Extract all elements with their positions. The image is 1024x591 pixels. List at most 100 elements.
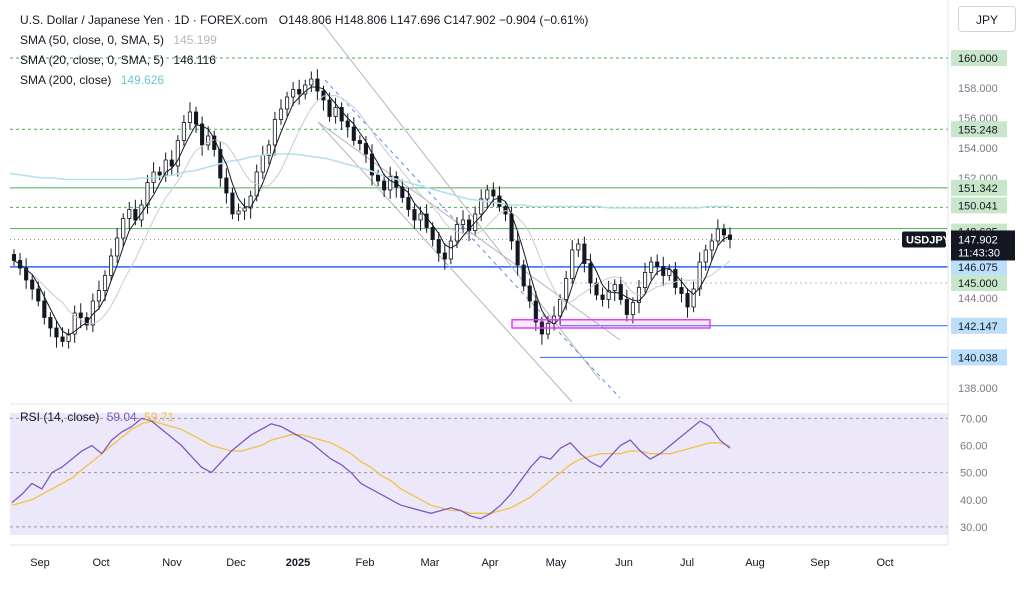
sma20-label: SMA (20, close, 0, SMA, 5) [20, 53, 165, 67]
time-tick-label: Jun [615, 557, 633, 569]
time-axis[interactable]: Sep Oct Nov Dec 2025 Feb Mar Apr May Jun Jul Aug Sep… [30, 557, 893, 569]
candle-body [727, 234, 733, 240]
candle-body [576, 243, 581, 251]
candle-body [66, 333, 71, 342]
candle-body [667, 269, 672, 276]
currency-button[interactable]: JPY [958, 6, 1016, 32]
time-tick-label: Oct [92, 557, 109, 569]
candle-body [169, 159, 174, 167]
candle-body [78, 312, 83, 318]
support-zone-box [511, 319, 711, 329]
candle-body [297, 89, 302, 95]
price-tag-bg [951, 230, 1015, 261]
price-tag-symbol: USDJPY [906, 234, 951, 246]
price-axis[interactable]: 160.000158.000156.000155.248154.000152.0… [951, 50, 1007, 395]
candle-body [303, 84, 308, 95]
candle-body [48, 317, 53, 329]
candle-body [642, 272, 648, 288]
candle-body [388, 176, 393, 191]
candle-body [121, 218, 126, 239]
price-tick-label: 144.000 [958, 293, 998, 305]
candle-body [479, 198, 484, 215]
candle-body [691, 288, 696, 308]
candle-body [400, 186, 405, 198]
sma50-row[interactable]: SMA (50, close, 0, SMA, 5) 145.199 [20, 30, 588, 50]
channel-midline [324, 79, 621, 399]
sma50-line [13, 94, 731, 325]
sma20-row[interactable]: SMA (20, close, 0, SMA, 5) 146.116 [20, 50, 588, 70]
price-label-bg [951, 179, 1007, 196]
candle-body [376, 174, 381, 182]
rsi-label: RSI (14, close) [20, 410, 100, 424]
price-tick-label: 138.000 [958, 383, 998, 395]
candle-body [327, 99, 332, 117]
candle-body [412, 209, 417, 221]
candle-body [570, 249, 575, 279]
symbol-row[interactable]: U.S. Dollar / Japanese Yen · 1D · FOREX.… [20, 10, 588, 30]
candle-body [721, 228, 726, 236]
candle-body [206, 135, 211, 146]
candle-body [224, 177, 229, 194]
candle-body [533, 300, 538, 323]
candle-body [606, 290, 611, 300]
rsi-value: 59.04 [106, 410, 137, 424]
candle-body [42, 300, 47, 318]
price-label-bg [951, 258, 1007, 275]
candle-body [582, 243, 587, 264]
candle-body [703, 249, 708, 263]
time-tick-label: Nov [162, 557, 182, 569]
candles [11, 69, 733, 349]
candle-body [260, 155, 265, 173]
rsi-ma-line [11, 420, 731, 514]
rsi-tick-label: 60.00 [960, 441, 988, 453]
price-tick-label: 142.147 [958, 321, 998, 333]
candle-body [709, 240, 714, 251]
time-tick-label: Dec [226, 557, 246, 569]
price-label-bg [951, 197, 1007, 214]
candle-body [109, 255, 114, 276]
rsi-tick-label: 30.00 [960, 522, 988, 534]
price-tick-label: 150.041 [958, 200, 998, 212]
candle-body [697, 261, 702, 290]
candle-body [24, 267, 29, 281]
candle-body [200, 123, 205, 146]
candle-body [181, 122, 186, 141]
candle-body [115, 237, 120, 257]
candle-body [133, 209, 138, 221]
candle-body [54, 327, 59, 338]
sma200-row[interactable]: SMA (200, close) 149.626 [20, 70, 588, 90]
symbol-title: U.S. Dollar / Japanese Yen · 1D · FOREX.… [20, 13, 268, 27]
rsi-line [11, 417, 731, 520]
candle-body [96, 290, 102, 302]
candle-body [278, 108, 284, 120]
candle-body [558, 299, 563, 317]
sma20-line [13, 86, 731, 336]
support-zone [511, 319, 711, 329]
candle-body [30, 279, 35, 290]
candle-body [102, 275, 108, 291]
time-tick-label: Oct [876, 557, 893, 569]
candle-body [454, 224, 460, 242]
candle-body [363, 143, 368, 155]
rsi-legend[interactable]: RSI (14, close) 59.04 59.71 [20, 410, 174, 424]
price-label-bg [951, 275, 1007, 291]
candle-body [60, 336, 65, 342]
candle-body [272, 119, 277, 146]
sma50-label: SMA (50, close, 0, SMA, 5) [20, 33, 165, 47]
candle-body [436, 239, 441, 254]
sma20-value: 146.116 [173, 53, 216, 67]
rsi-axis[interactable]: 70.00 60.00 50.00 40.00 30.00 [960, 413, 988, 533]
candle-body [649, 261, 654, 273]
candle-body [673, 269, 678, 288]
candle-body [685, 293, 690, 308]
candle-body [715, 228, 720, 242]
rsi-ma-value: 59.71 [144, 410, 175, 424]
candle-body [600, 294, 605, 300]
candle-body [497, 195, 502, 207]
time-tick-label: Apr [481, 557, 498, 569]
candle-body [72, 312, 77, 335]
price-tick-label: 158.000 [958, 83, 998, 95]
price-label-bg [951, 50, 1007, 66]
